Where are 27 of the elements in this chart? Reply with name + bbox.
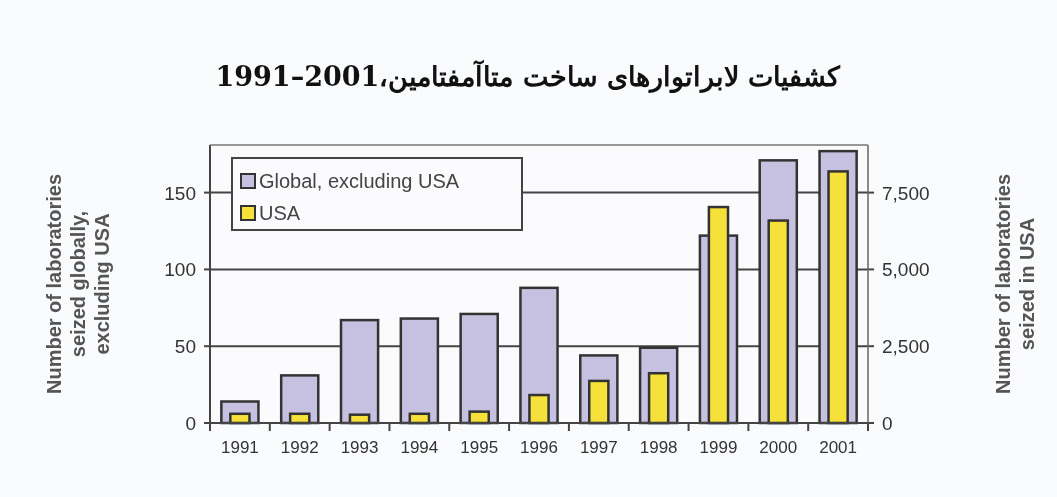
y-tick-label: 50 <box>174 336 196 358</box>
x-tick-label: 1993 <box>340 438 379 457</box>
y2-tick-label: 2,500 <box>882 336 930 358</box>
x-tick-label: 1999 <box>699 438 738 457</box>
y2-axis-title: Number of laboratories seized in USA <box>992 173 1038 395</box>
y2-tick-label: 7,500 <box>882 182 930 204</box>
x-tick-label: 1995 <box>460 438 499 457</box>
x-tick-label: 1992 <box>280 438 319 457</box>
y2-tick-label: 0 <box>882 413 893 434</box>
legend-label: USA <box>259 202 301 224</box>
y-tick-label: 150 <box>164 182 196 204</box>
x-tick-label: 1997 <box>579 438 618 457</box>
bar <box>399 317 440 425</box>
x-tick-label: 2000 <box>759 438 798 457</box>
x-tick-label: 1996 <box>520 438 558 457</box>
y2-tick-label: 5,000 <box>882 259 930 281</box>
bar <box>459 312 499 425</box>
x-tick-label: 1994 <box>400 438 439 457</box>
y-tick-label: 100 <box>164 259 196 281</box>
x-tick-label: 2001 <box>819 438 857 457</box>
legend-label: Global, excluding USA <box>259 170 460 192</box>
bar <box>339 318 380 425</box>
x-tick-label: 1998 <box>639 438 678 457</box>
y-axis-title: Number of laboratories seized globally, excluding USA <box>43 173 113 395</box>
chart-title: کشفیات لابراتوارهای ساخت متاآمفتامین،2001–1991 <box>215 59 842 94</box>
y-tick-label: 0 <box>185 413 196 434</box>
x-tick-label: 1991 <box>221 438 259 457</box>
